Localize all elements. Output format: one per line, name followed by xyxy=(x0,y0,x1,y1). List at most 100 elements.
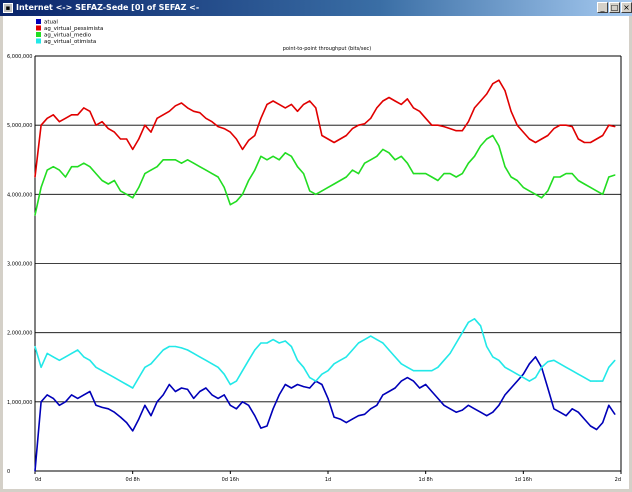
data-point-3-7 xyxy=(77,349,79,351)
data-point-1-48 xyxy=(327,138,329,140)
data-point-3-4 xyxy=(58,359,61,361)
data-point-3-63 xyxy=(419,370,421,372)
data-point-2-58 xyxy=(388,152,390,154)
data-point-1-0 xyxy=(34,176,36,178)
data-point-2-37 xyxy=(260,155,262,157)
app-icon[interactable]: ▪ xyxy=(3,3,13,13)
data-point-1-9 xyxy=(89,110,91,112)
data-point-0-79 xyxy=(516,380,518,382)
maximize-button[interactable]: □ xyxy=(609,2,620,13)
data-point-1-39 xyxy=(272,100,274,102)
data-point-2-59 xyxy=(394,159,396,161)
data-point-3-39 xyxy=(272,339,274,341)
data-point-3-6 xyxy=(71,352,73,354)
data-point-2-40 xyxy=(278,159,280,161)
data-point-3-2 xyxy=(46,352,48,354)
data-point-3-13 xyxy=(113,377,115,379)
data-point-1-49 xyxy=(333,141,335,144)
data-point-1-69 xyxy=(455,130,457,132)
data-point-3-12 xyxy=(107,373,109,375)
data-point-3-70 xyxy=(461,332,463,334)
data-point-3-92 xyxy=(596,380,598,382)
data-point-0-58 xyxy=(388,390,390,393)
data-point-0-59 xyxy=(394,387,396,389)
data-point-0-40 xyxy=(278,394,280,396)
data-point-1-78 xyxy=(510,110,512,112)
data-point-1-76 xyxy=(498,79,500,81)
series-line-ag_virtual_medio xyxy=(34,134,616,216)
data-point-2-46 xyxy=(315,193,317,195)
data-point-3-23 xyxy=(174,345,176,348)
data-point-1-22 xyxy=(168,110,170,112)
data-point-2-95 xyxy=(614,174,616,176)
data-point-2-19 xyxy=(150,169,152,171)
data-point-3-64 xyxy=(425,370,427,372)
y-tick-label-4: 4,000,000 xyxy=(7,192,32,198)
data-point-1-44 xyxy=(303,103,305,105)
data-point-0-4 xyxy=(58,404,61,406)
data-point-0-44 xyxy=(303,386,305,388)
data-point-0-47 xyxy=(321,383,323,386)
data-point-0-14 xyxy=(119,416,122,418)
chart-series xyxy=(34,79,616,472)
data-point-2-14 xyxy=(119,190,122,192)
data-point-0-65 xyxy=(431,390,433,393)
data-point-1-7 xyxy=(77,114,79,116)
data-point-3-55 xyxy=(370,335,372,337)
data-point-3-68 xyxy=(449,352,451,354)
data-point-2-85 xyxy=(553,176,555,178)
data-point-2-41 xyxy=(284,152,286,154)
minimize-button[interactable]: _ xyxy=(597,2,608,13)
data-point-0-55 xyxy=(370,408,372,410)
legend-swatch-0 xyxy=(36,19,41,24)
data-point-0-19 xyxy=(150,415,152,417)
x-tick-label-1: 0d 8h xyxy=(126,477,140,483)
data-point-0-68 xyxy=(449,408,451,410)
data-point-1-36 xyxy=(254,134,256,137)
data-point-0-86 xyxy=(559,411,561,413)
data-point-1-46 xyxy=(315,107,317,109)
data-point-3-25 xyxy=(187,349,189,351)
window-frame-left xyxy=(0,16,3,492)
data-point-1-4 xyxy=(58,121,61,123)
window-frame-right xyxy=(629,16,632,492)
y-tick-label-2: 2,000,000 xyxy=(7,331,32,337)
data-point-1-95 xyxy=(614,126,616,128)
data-point-1-19 xyxy=(150,131,152,133)
data-point-3-16 xyxy=(132,387,134,389)
data-point-1-85 xyxy=(553,128,555,130)
data-point-1-30 xyxy=(217,126,219,128)
data-point-1-3 xyxy=(52,114,54,116)
data-point-3-18 xyxy=(144,366,146,368)
data-point-0-32 xyxy=(229,404,231,406)
data-point-1-35 xyxy=(248,139,250,141)
data-point-2-44 xyxy=(303,173,305,175)
window-title-bar[interactable]: ▪ Internet <-> SEFAZ-Sede [0] of SEFAZ <… xyxy=(0,0,632,16)
data-point-1-24 xyxy=(180,102,183,104)
data-point-2-27 xyxy=(199,166,201,168)
data-point-0-71 xyxy=(467,404,469,406)
data-point-1-41 xyxy=(284,107,286,109)
data-point-2-1 xyxy=(40,186,42,188)
data-point-3-61 xyxy=(406,366,408,368)
data-point-3-75 xyxy=(492,356,494,358)
data-point-1-25 xyxy=(187,107,189,109)
data-point-2-18 xyxy=(144,173,146,175)
data-point-0-31 xyxy=(223,394,225,396)
data-point-3-28 xyxy=(205,359,207,361)
data-point-1-47 xyxy=(321,134,323,137)
x-tick-label-4: 1d 8h xyxy=(419,477,433,483)
data-point-2-48 xyxy=(327,186,329,188)
y-tick-label-1: 1,000,000 xyxy=(7,400,32,406)
data-point-1-77 xyxy=(504,90,506,92)
data-point-1-65 xyxy=(431,124,433,126)
data-point-3-90 xyxy=(583,377,586,379)
data-point-1-21 xyxy=(162,114,164,116)
data-point-3-1 xyxy=(40,366,42,368)
data-point-2-33 xyxy=(235,200,237,202)
data-point-1-88 xyxy=(571,126,573,128)
legend-swatch-3 xyxy=(36,38,41,44)
data-point-1-16 xyxy=(132,148,134,150)
data-point-1-14 xyxy=(119,138,122,140)
data-point-0-21 xyxy=(162,394,164,396)
